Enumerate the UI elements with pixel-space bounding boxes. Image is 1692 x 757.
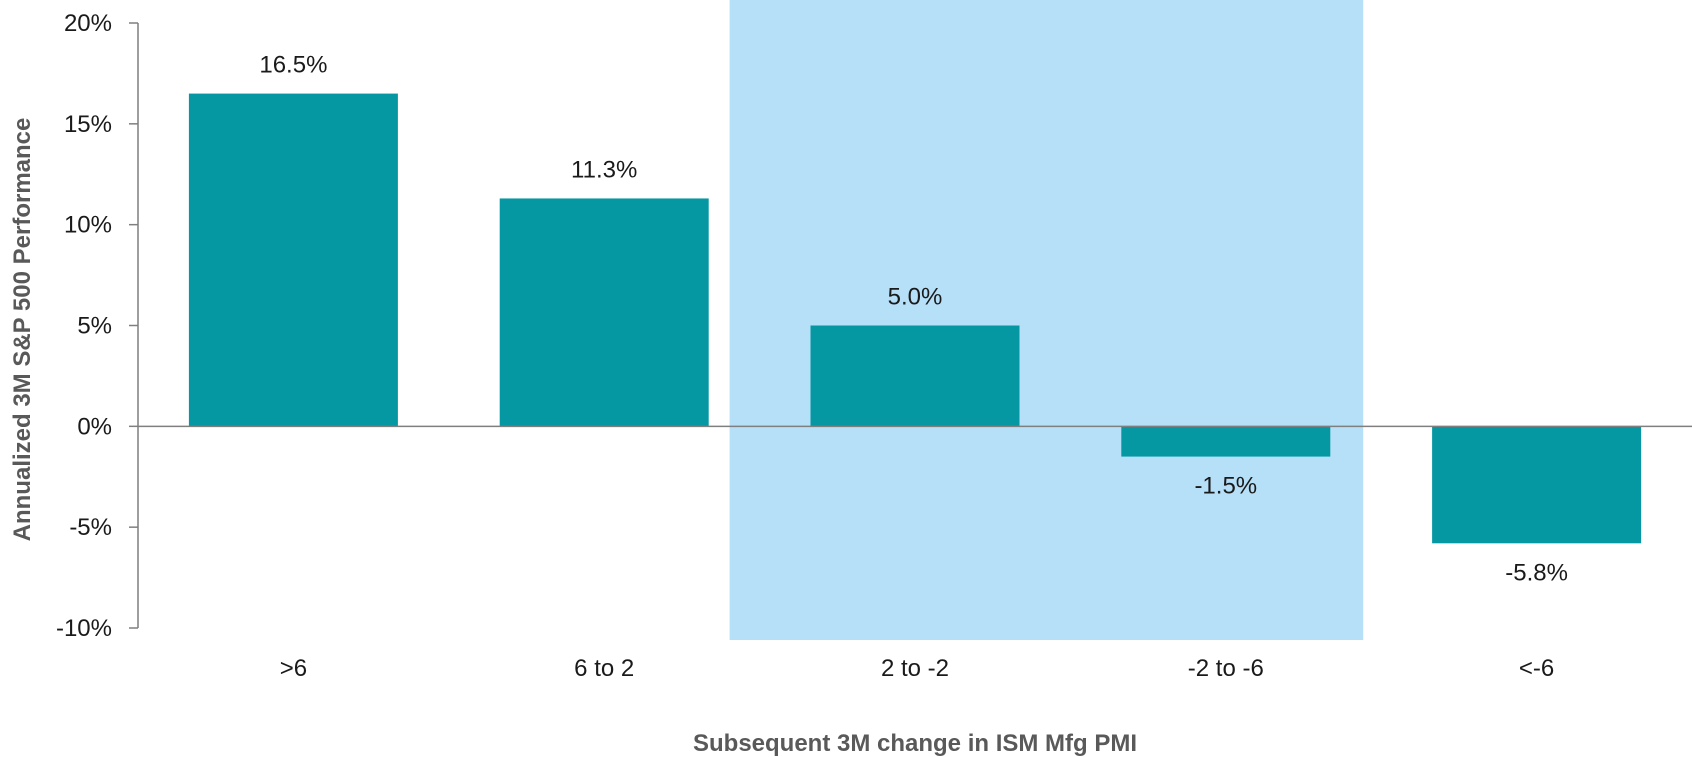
y-tick-label: 20%	[64, 10, 112, 37]
x-tick-label: >6	[280, 655, 307, 682]
data-label: 11.3%	[571, 156, 637, 183]
y-tick-label: 0%	[77, 413, 112, 440]
data-label: -1.5%	[1194, 473, 1257, 500]
bar-0	[188, 93, 398, 427]
y-tick-label: 15%	[64, 111, 112, 138]
y-tick-label: 10%	[64, 212, 112, 239]
x-axis-title: Subsequent 3M change in ISM Mfg PMI	[693, 730, 1137, 757]
x-ticks-group: >6 6 to 2 2 to -2 -2 to -6 <-6	[280, 655, 1555, 682]
bar-4	[1432, 426, 1642, 544]
bar-2	[810, 325, 1020, 427]
y-ticks-group: 20% 15% 10% 5% 0% -5% -10%	[56, 10, 138, 642]
y-tick-label: -10%	[56, 615, 112, 642]
data-labels-group: 16.5% 11.3% 5.0% -1.5% -5.8%	[259, 52, 1568, 587]
y-tick-label: 5%	[77, 313, 112, 340]
x-tick-label: <-6	[1519, 655, 1554, 682]
y-axis-title: Annualized 3M S&P 500 Performance	[9, 118, 36, 542]
bar-3	[1121, 426, 1331, 457]
data-label: 5.0%	[888, 284, 943, 311]
data-label: -5.8%	[1505, 559, 1568, 586]
x-tick-label: -2 to -6	[1188, 655, 1264, 682]
y-tick-label: -5%	[69, 514, 112, 541]
bar-1	[499, 198, 709, 427]
data-label: 16.5%	[259, 52, 327, 79]
x-tick-label: 6 to 2	[574, 655, 634, 682]
x-tick-label: 2 to -2	[881, 655, 949, 682]
highlight-band	[729, 0, 1364, 640]
bars-group	[188, 93, 1642, 544]
